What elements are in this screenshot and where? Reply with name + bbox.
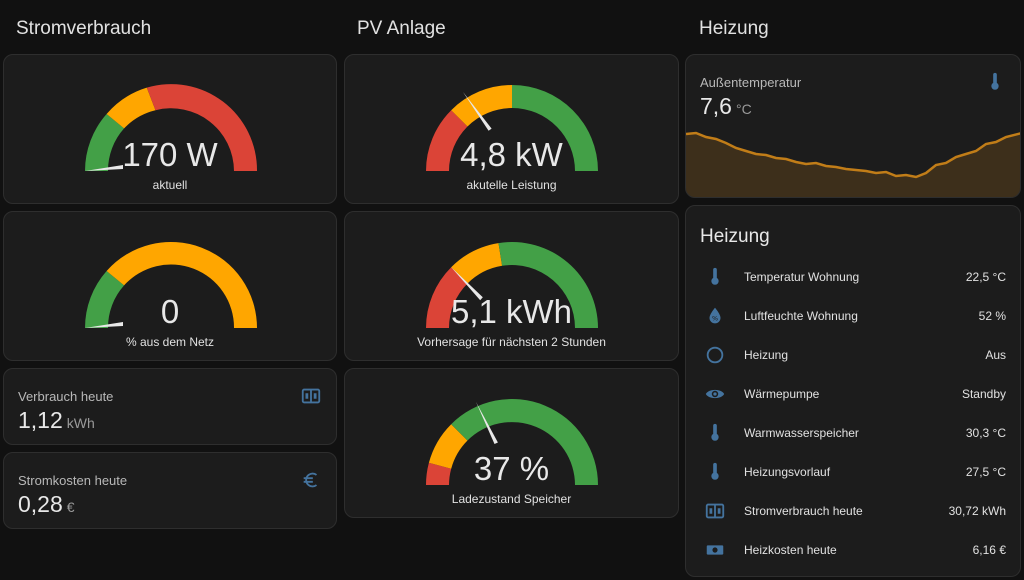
cash-icon [706, 545, 724, 555]
thermometer-icon [711, 423, 719, 441]
entity-row-name: Heizung [744, 348, 789, 362]
gauge-strom-aktuell [85, 84, 258, 171]
gauge-pv-forecast [426, 242, 598, 328]
entity-card-stromkosten-heute[interactable]: Stromkosten heute 0,28 € [3, 452, 337, 529]
gauge-card-strom-aktuell[interactable]: 170 W aktuell [3, 54, 337, 204]
gauge-card-netz[interactable]: 0 % aus dem Netz [3, 211, 337, 361]
gauge-card-pv-leistung[interactable]: 4,8 kW akutelle Leistung [344, 54, 679, 204]
column-title-stromverbrauch: Stromverbrauch [16, 18, 152, 39]
entity-row-value: Aus [985, 348, 1006, 362]
gauge-needle [85, 322, 123, 328]
entity-row-name: Heizkosten heute [744, 543, 837, 557]
entity-name: Verbrauch heute [18, 389, 114, 404]
entity-row-luftfeuchte-wohnung[interactable]: % Luftfeuchte Wohnung 52 % [686, 301, 1020, 331]
entity-value: 1,12 kWh [18, 407, 95, 433]
sensor-card-aussentemperatur[interactable]: Außentemperatur 7,6 °C [685, 54, 1021, 198]
entity-row-value: 52 % [978, 309, 1006, 323]
entity-row-name: Stromverbrauch heute [744, 504, 863, 518]
card-title: Heizung [700, 226, 770, 247]
gauge-value: 4,8 kW [460, 136, 563, 173]
entity-unit: kWh [66, 415, 95, 431]
thermometer-icon [711, 267, 719, 285]
gauge-card-pv-forecast[interactable]: 5,1 kWh Vorhersage für nächsten 2 Stunde… [344, 211, 679, 361]
euro-icon [303, 472, 318, 488]
entity-unit: °C [735, 101, 752, 117]
entity-row-value: 30,3 °C [965, 426, 1006, 440]
circle-outline-icon [706, 346, 724, 364]
svg-text:%: % [712, 315, 718, 323]
entity-row-heizungsvorlauf[interactable]: Heizungsvorlauf 27,5 °C [686, 457, 1020, 487]
entity-row-heizkosten-heute[interactable]: Heizkosten heute 6,16 € [686, 535, 1020, 565]
gauge-needle [476, 402, 498, 444]
entity-row-value: Standby [961, 387, 1006, 401]
gauge-label: % aus dem Netz [125, 335, 215, 349]
entities-card-heizung: Heizung Temperatur Wohnung 22,5 °C % Luf… [685, 205, 1021, 577]
meter-icon [301, 388, 321, 404]
entity-row-name: Luftfeuchte Wohnung [744, 309, 858, 323]
column-title-pv-anlage: PV Anlage [357, 18, 446, 39]
entity-row-name: Temperatur Wohnung [744, 270, 860, 284]
gauge-pv-leistung [426, 85, 598, 171]
temperature-sparkline [686, 131, 1020, 197]
gauge-label: akutelle Leistung [466, 178, 557, 192]
eye-icon [705, 389, 725, 399]
entity-row-name: Heizungsvorlauf [744, 465, 831, 479]
gauge-value: 5,1 kWh [450, 293, 573, 330]
entity-row-value: 30,72 kWh [948, 504, 1006, 518]
gauge-needle [451, 267, 483, 301]
gauge-label: Vorhersage für nächsten 2 Stunden [417, 335, 606, 349]
gauge-speicher [425, 399, 598, 485]
entity-row-warmwasserspeicher[interactable]: Warmwasserspeicher 30,3 °C [686, 418, 1020, 448]
entity-card-verbrauch-heute[interactable]: Verbrauch heute 1,12 kWh [3, 368, 337, 445]
gauge-value: 0 [160, 293, 180, 330]
entity-row-name: Wärmepumpe [744, 387, 820, 401]
thermometer-icon [711, 462, 719, 480]
water-percent-icon: % [709, 307, 721, 324]
entity-row-heizung[interactable]: Heizung Aus [686, 340, 1020, 370]
entity-name: Außentemperatur [700, 75, 802, 90]
entity-unit: € [66, 499, 75, 515]
entity-value: 7,6 °C [700, 93, 752, 119]
gauge-needle [463, 92, 492, 131]
meter-icon [705, 503, 725, 519]
gauge-label: aktuell [152, 178, 188, 192]
entity-row-temperatur-wohnung[interactable]: Temperatur Wohnung 22,5 °C [686, 262, 1020, 292]
gauge-value: 37 % [473, 450, 550, 487]
entity-name: Stromkosten heute [18, 473, 128, 488]
thermometer-icon [991, 72, 999, 90]
column-title-heizung: Heizung [699, 18, 769, 39]
entity-value: 0,28 € [18, 491, 75, 517]
entity-row-waermepumpe[interactable]: Wärmepumpe Standby [686, 379, 1020, 409]
entity-row-value: 6,16 € [972, 543, 1006, 557]
entity-row-value: 27,5 °C [965, 465, 1006, 479]
entity-row-stromverbrauch-heute[interactable]: Stromverbrauch heute 30,72 kWh [686, 496, 1020, 526]
gauge-value: 170 W [122, 136, 218, 173]
gauge-label: Ladezustand Speicher [451, 492, 572, 506]
gauge-netz [85, 241, 257, 328]
entity-row-name: Warmwasserspeicher [744, 426, 859, 440]
gauge-card-speicher[interactable]: 37 % Ladezustand Speicher [344, 368, 679, 518]
entity-row-value: 22,5 °C [965, 270, 1006, 284]
gauge-needle [85, 165, 123, 171]
